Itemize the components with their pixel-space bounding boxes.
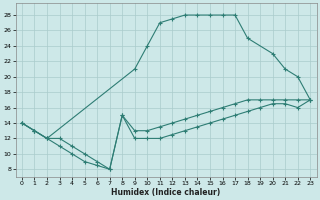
X-axis label: Humidex (Indice chaleur): Humidex (Indice chaleur) — [111, 188, 221, 197]
